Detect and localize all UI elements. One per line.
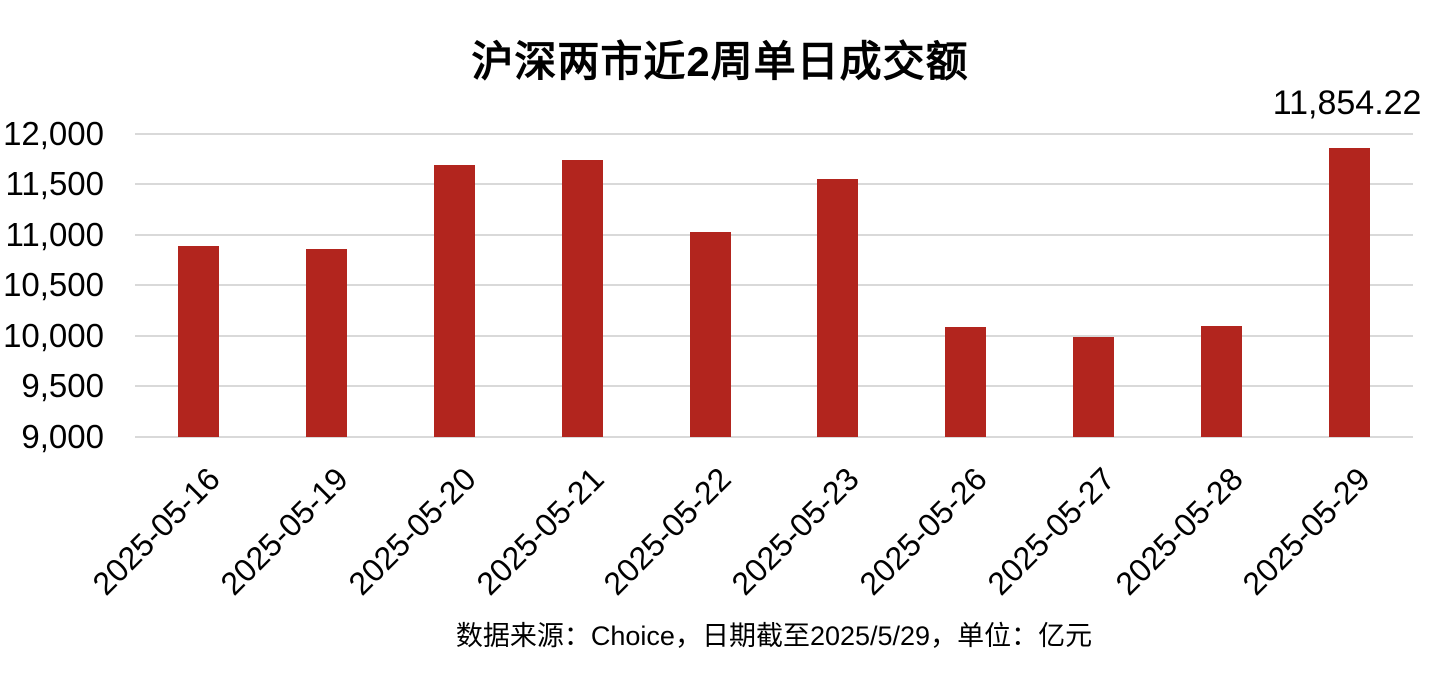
- x-axis-tick-label: 2025-05-27: [980, 460, 1122, 602]
- y-axis-tick-label: 9,000: [21, 418, 104, 455]
- x-axis-tick-label: 2025-05-19: [213, 460, 355, 602]
- x-axis-tick-label: 2025-05-22: [596, 460, 739, 602]
- bar-2025-05-29: [1328, 148, 1370, 437]
- x-axis-tick-label: 2025-05-28: [1108, 460, 1250, 602]
- bar-2025-05-16: [178, 245, 220, 437]
- y-axis-tick-label: 10,500: [3, 266, 104, 304]
- gridline: [135, 183, 1413, 186]
- bar-2025-05-22: [689, 232, 731, 437]
- bar-2025-05-19: [306, 249, 348, 437]
- y-axis-tick-label: 10,000: [3, 316, 104, 354]
- x-axis-tick-label: 2025-05-29: [1235, 460, 1378, 602]
- bar-2025-05-26: [945, 326, 987, 437]
- chart-title: 沪深两市近2周单日成交额: [471, 38, 969, 85]
- bar-value-label: 11,854.22: [1272, 84, 1422, 123]
- x-axis-tick-label: 2025-05-26: [852, 460, 994, 602]
- gridline: [135, 132, 1413, 135]
- x-axis-tick-label: 2025-05-23: [724, 460, 866, 602]
- y-axis-tick-label: 11,000: [5, 215, 104, 253]
- x-axis-tick-label: 2025-05-21: [469, 460, 611, 602]
- x-axis-tick-label: 2025-05-16: [85, 460, 227, 602]
- gridline: [135, 385, 1413, 388]
- x-axis-tick-label: 2025-05-20: [341, 460, 483, 602]
- bar-2025-05-21: [561, 160, 603, 437]
- gridline: [135, 436, 1413, 438]
- y-axis-tick-label: 12,000: [3, 114, 104, 152]
- bar-2025-05-27: [1073, 337, 1114, 437]
- source-note: 数据来源：Choice，日期截至2025/5/29，单位：亿元: [455, 621, 1093, 651]
- y-axis-tick-label: 9,500: [21, 367, 104, 405]
- bar-2025-05-28: [1200, 326, 1242, 437]
- gridline: [135, 233, 1413, 236]
- bar-2025-05-20: [434, 164, 475, 437]
- gridline: [135, 334, 1413, 337]
- bar-2025-05-23: [817, 179, 859, 437]
- y-axis-tick-label: 11,500: [5, 165, 104, 203]
- gridline: [135, 284, 1413, 287]
